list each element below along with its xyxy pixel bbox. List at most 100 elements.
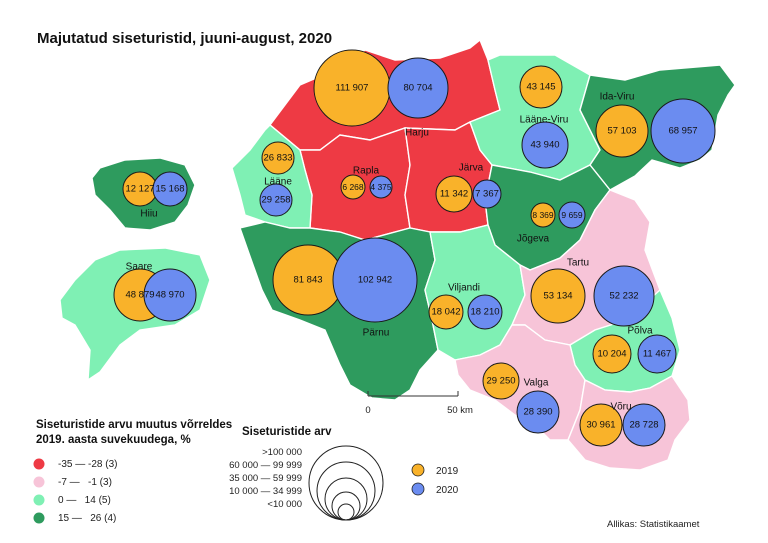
legend-label-class1: -35 — -28 (3)	[58, 459, 117, 470]
year-legend: 2019 2020	[411, 463, 459, 496]
value-2019-saare: 48 879	[125, 290, 154, 301]
legend-label-class4: 15 — 26 (4)	[58, 513, 116, 524]
value-2019-laane-viru: 43 145	[526, 82, 555, 93]
bubble-2019-laane-viru	[519, 65, 563, 109]
legend-label-class3: 0 — 14 (5)	[58, 495, 111, 506]
size-legend-title: Siseturistide arv	[242, 426, 332, 438]
bubble-2020-tartu	[593, 265, 655, 327]
bubble-2020-polva	[637, 334, 677, 374]
size-legend-circle-3	[324, 477, 368, 521]
size-legend	[308, 445, 384, 521]
size-class-label-3: 35 000 — 59 999	[229, 473, 302, 484]
county-label-jogeva: Jõgeva	[517, 234, 550, 245]
value-2019-jarva: 11 342	[440, 189, 468, 200]
map-title: Majutatud siseturistid, juuni-august, 20…	[37, 30, 333, 47]
legend-label-class2: -7 — -1 (3)	[58, 477, 112, 488]
size-legend-circle-1	[308, 445, 384, 521]
class-legend-title-line2: 2019. aasta suvekuudega, %	[36, 434, 191, 446]
legend-swatch-class2	[33, 476, 45, 488]
bubble-2019-viljandi	[428, 294, 464, 330]
proportional-symbols: 111 907 80 704 6 268 4 375 11 342 7 367 43 145…	[113, 49, 716, 447]
value-2019-laane: 26 833	[263, 153, 292, 164]
bubble-2020-laane	[259, 183, 293, 217]
bubble-2019-laane	[261, 141, 295, 175]
bubble-2020-harju	[387, 57, 449, 119]
bubble-2020-jarva	[472, 179, 502, 209]
value-2019-tartu: 53 134	[543, 291, 572, 302]
year-swatch-2019	[411, 463, 425, 477]
legend-swatch-class4	[33, 512, 45, 524]
bubble-2019-polva	[592, 334, 632, 374]
legend-swatch-class3	[33, 494, 45, 506]
value-2020-tartu: 52 232	[609, 291, 638, 302]
size-legend-circle-5	[337, 503, 355, 521]
value-2020-valga: 28 390	[523, 407, 552, 418]
county-label-viljandi: Viljandi	[448, 283, 480, 294]
value-2019-ida-viru: 57 103	[607, 126, 636, 137]
county-labels: Harju Rapla Järva Lääne-Viru Ida-Viru Lääne Hi…	[126, 92, 653, 413]
county-label-harju: Harju	[405, 128, 429, 139]
bubble-2019-tartu	[530, 268, 586, 324]
value-2020-hiiu: 15 168	[155, 184, 184, 195]
bubble-2019-jogeva	[530, 202, 556, 228]
value-2020-laane: 29 258	[261, 195, 290, 206]
county-label-hiiu: Hiiu	[140, 209, 157, 220]
class-legend: -35 — -28 (3) -7 — -1 (3) 0 — 14 (5) 15 …	[33, 458, 117, 524]
bubble-2020-jogeva	[558, 201, 586, 229]
value-2019-hiiu: 12 127	[125, 184, 154, 195]
county-label-jarva: Järva	[459, 163, 484, 174]
value-2020-viljandi: 18 210	[470, 307, 499, 318]
value-2019-polva: 10 204	[597, 349, 626, 360]
bubble-2019-valga	[482, 362, 520, 400]
bubble-2020-voru	[622, 403, 666, 447]
size-class-label-4: 10 000 — 34 999	[229, 486, 302, 497]
value-2019-valga: 29 250	[486, 376, 515, 387]
year-label-2020: 2020	[436, 485, 459, 496]
value-2020-polva: 11 467	[643, 349, 671, 360]
source-note: Allikas: Statistikaamet	[607, 519, 700, 530]
value-2019-jogeva: 8 369	[532, 210, 554, 220]
county-label-ida-viru: Ida-Viru	[600, 92, 635, 103]
value-2020-voru: 28 728	[629, 420, 658, 431]
county-label-tartu: Tartu	[567, 258, 589, 269]
legend-swatch-class1	[33, 458, 45, 470]
year-swatch-2020	[411, 482, 425, 496]
bubble-2020-parnu	[332, 237, 418, 323]
size-legend-circle-2	[316, 461, 376, 521]
value-2019-rapla: 6 268	[342, 182, 364, 192]
county-label-parnu: Pärnu	[363, 328, 390, 339]
size-class-label-5: <10 000	[267, 499, 302, 510]
scale-bar: 0 50 km	[365, 391, 473, 416]
bubble-2020-rapla	[369, 175, 393, 199]
bubble-2020-viljandi	[467, 294, 503, 330]
county-label-valga: Valga	[524, 378, 549, 389]
value-2020-parnu: 102 942	[358, 275, 392, 286]
county-label-voru: Võru	[610, 402, 631, 413]
value-2020-rapla: 4 375	[370, 182, 392, 192]
county-label-laane: Lääne	[264, 177, 292, 188]
bubble-2020-ida-viru	[650, 98, 716, 164]
bubble-2020-hiiu	[152, 171, 188, 207]
size-legend-labels: >100 000 60 000 — 99 999 35 000 — 59 999…	[229, 447, 302, 510]
bubble-2019-ida-viru	[595, 104, 649, 158]
value-2019-viljandi: 18 042	[431, 307, 460, 318]
bubble-2020-valga	[516, 390, 560, 434]
value-2020-laane-viru: 43 940	[530, 140, 559, 151]
county-label-polva: Põlva	[627, 326, 652, 337]
value-2019-voru: 30 961	[586, 420, 615, 431]
bubble-2020-laane-viru	[521, 121, 569, 169]
bubble-2019-rapla	[340, 174, 366, 200]
bubble-2019-jarva	[435, 175, 473, 213]
county-region-parnu[interactable]	[239, 221, 439, 401]
size-class-label-1: >100 000	[262, 447, 302, 458]
value-2020-jogeva: 9 659	[561, 210, 583, 220]
class-legend-title: Siseturistide arvu muutus võrreldes 2019…	[36, 418, 232, 448]
size-legend-circle-4	[331, 491, 361, 521]
year-label-2019: 2019	[436, 466, 459, 477]
scale-end-label: 50 km	[447, 405, 473, 416]
value-2020-ida-viru: 68 957	[668, 126, 697, 137]
value-2020-saare: 48 970	[155, 290, 184, 301]
value-2020-jarva: 7 367	[475, 189, 499, 200]
value-2019-harju: 111 907	[336, 83, 369, 94]
